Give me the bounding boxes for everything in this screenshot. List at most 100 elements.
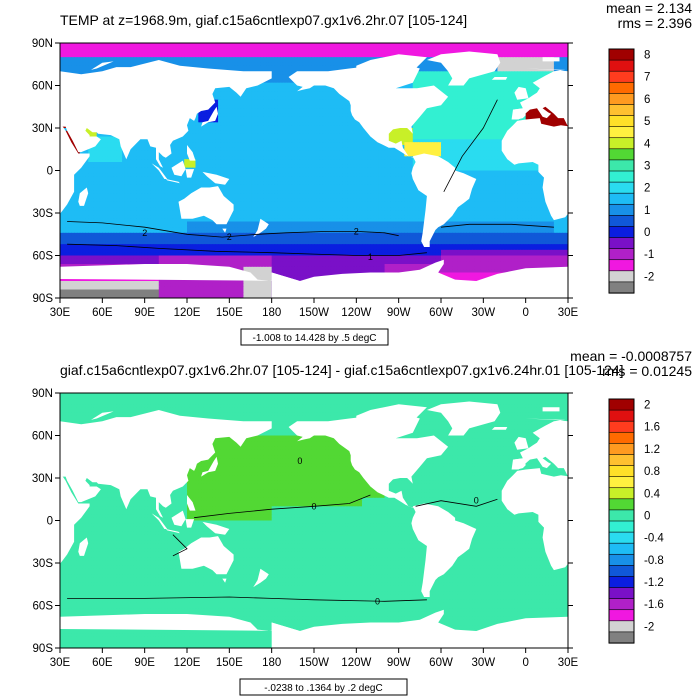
field-cell <box>443 99 448 104</box>
field-cell <box>339 54 343 58</box>
field-cell <box>457 43 462 47</box>
field-cell <box>525 65 530 70</box>
field-cell <box>508 60 513 64</box>
field-cell <box>184 62 188 67</box>
field-cell <box>150 54 154 58</box>
field-cell <box>305 99 309 104</box>
field-cell <box>325 45 329 50</box>
field-cell <box>497 102 501 106</box>
field-cell <box>311 51 315 55</box>
field-cell <box>60 45 64 50</box>
field-cell <box>336 43 340 47</box>
field-cell <box>488 45 493 50</box>
field-cell <box>96 54 101 58</box>
field-cell <box>508 111 513 115</box>
field-cell <box>308 99 312 104</box>
field-cell <box>415 51 420 55</box>
field-cell <box>480 82 484 87</box>
field-cell <box>441 119 445 123</box>
field-cell <box>263 91 267 95</box>
field-cell <box>220 54 225 58</box>
field-cell <box>446 79 451 84</box>
field-cell <box>271 96 276 101</box>
field-cell <box>226 99 230 104</box>
field-cell <box>88 54 92 58</box>
field-cell <box>531 79 535 84</box>
field-cell <box>251 54 256 58</box>
field-cell <box>536 71 541 75</box>
field-cell <box>65 54 70 58</box>
field-cell <box>517 68 521 72</box>
field-cell <box>206 54 211 58</box>
field-cell <box>322 116 326 121</box>
field-cell <box>503 45 507 50</box>
field-cell <box>82 45 86 50</box>
field-cell <box>172 60 177 64</box>
field-cell <box>356 48 360 53</box>
field-cell <box>548 116 552 121</box>
field-cell <box>251 102 256 106</box>
field-cell <box>522 85 527 89</box>
field-cell <box>246 60 250 64</box>
field-cell <box>285 105 290 109</box>
field-cell <box>294 111 298 115</box>
field-cell <box>376 45 380 50</box>
field-cell <box>139 45 143 50</box>
field-cell <box>472 96 476 101</box>
field-cell <box>237 113 242 118</box>
field-cell <box>243 62 247 67</box>
field-cell <box>477 96 482 101</box>
field-cell <box>443 68 448 72</box>
field-cell <box>415 79 420 84</box>
field-cell <box>435 105 439 109</box>
field-cell <box>505 79 510 84</box>
field-cell <box>441 113 445 118</box>
field-cell <box>548 113 552 118</box>
field-cell <box>291 57 295 61</box>
field-cell <box>508 62 513 67</box>
field-cell <box>203 45 208 50</box>
field-cell <box>133 54 137 58</box>
field-cell <box>452 99 456 104</box>
field-cell <box>472 105 476 109</box>
field-cell <box>438 77 442 81</box>
field-cell <box>328 99 332 104</box>
field-cell <box>88 62 92 67</box>
field-cell <box>243 119 247 123</box>
field-cell <box>302 65 307 70</box>
field-cell <box>223 94 228 98</box>
field-cell <box>189 45 194 50</box>
field-cell <box>511 77 515 81</box>
field-cell <box>424 113 428 118</box>
field-cell <box>232 68 236 72</box>
field-cell <box>288 51 293 55</box>
field-cell <box>551 65 555 70</box>
field-cell <box>189 62 194 67</box>
field-cell <box>483 96 487 101</box>
field-cell <box>302 62 307 67</box>
field-cell <box>536 48 541 53</box>
field-cell <box>415 65 420 70</box>
field-cell <box>545 116 549 121</box>
field-cell <box>203 51 208 55</box>
field-cell <box>514 45 518 50</box>
field-cell <box>178 57 182 61</box>
field-cell <box>246 105 250 109</box>
field-cell <box>76 43 81 47</box>
field-cell <box>517 45 521 50</box>
field-cell <box>79 51 84 55</box>
field-cell <box>294 60 298 64</box>
field-cell <box>65 43 70 47</box>
field-cell <box>480 43 484 47</box>
field-cell <box>488 48 493 53</box>
field-cell <box>525 51 530 55</box>
field-cell <box>102 51 106 55</box>
field-cell <box>432 119 436 123</box>
field-cell <box>243 94 247 98</box>
field-cell <box>215 116 219 121</box>
field-cell <box>494 85 499 89</box>
field-cell <box>350 51 355 55</box>
field-cell <box>370 57 374 61</box>
field-cell <box>263 102 267 106</box>
field-cell <box>381 51 386 55</box>
